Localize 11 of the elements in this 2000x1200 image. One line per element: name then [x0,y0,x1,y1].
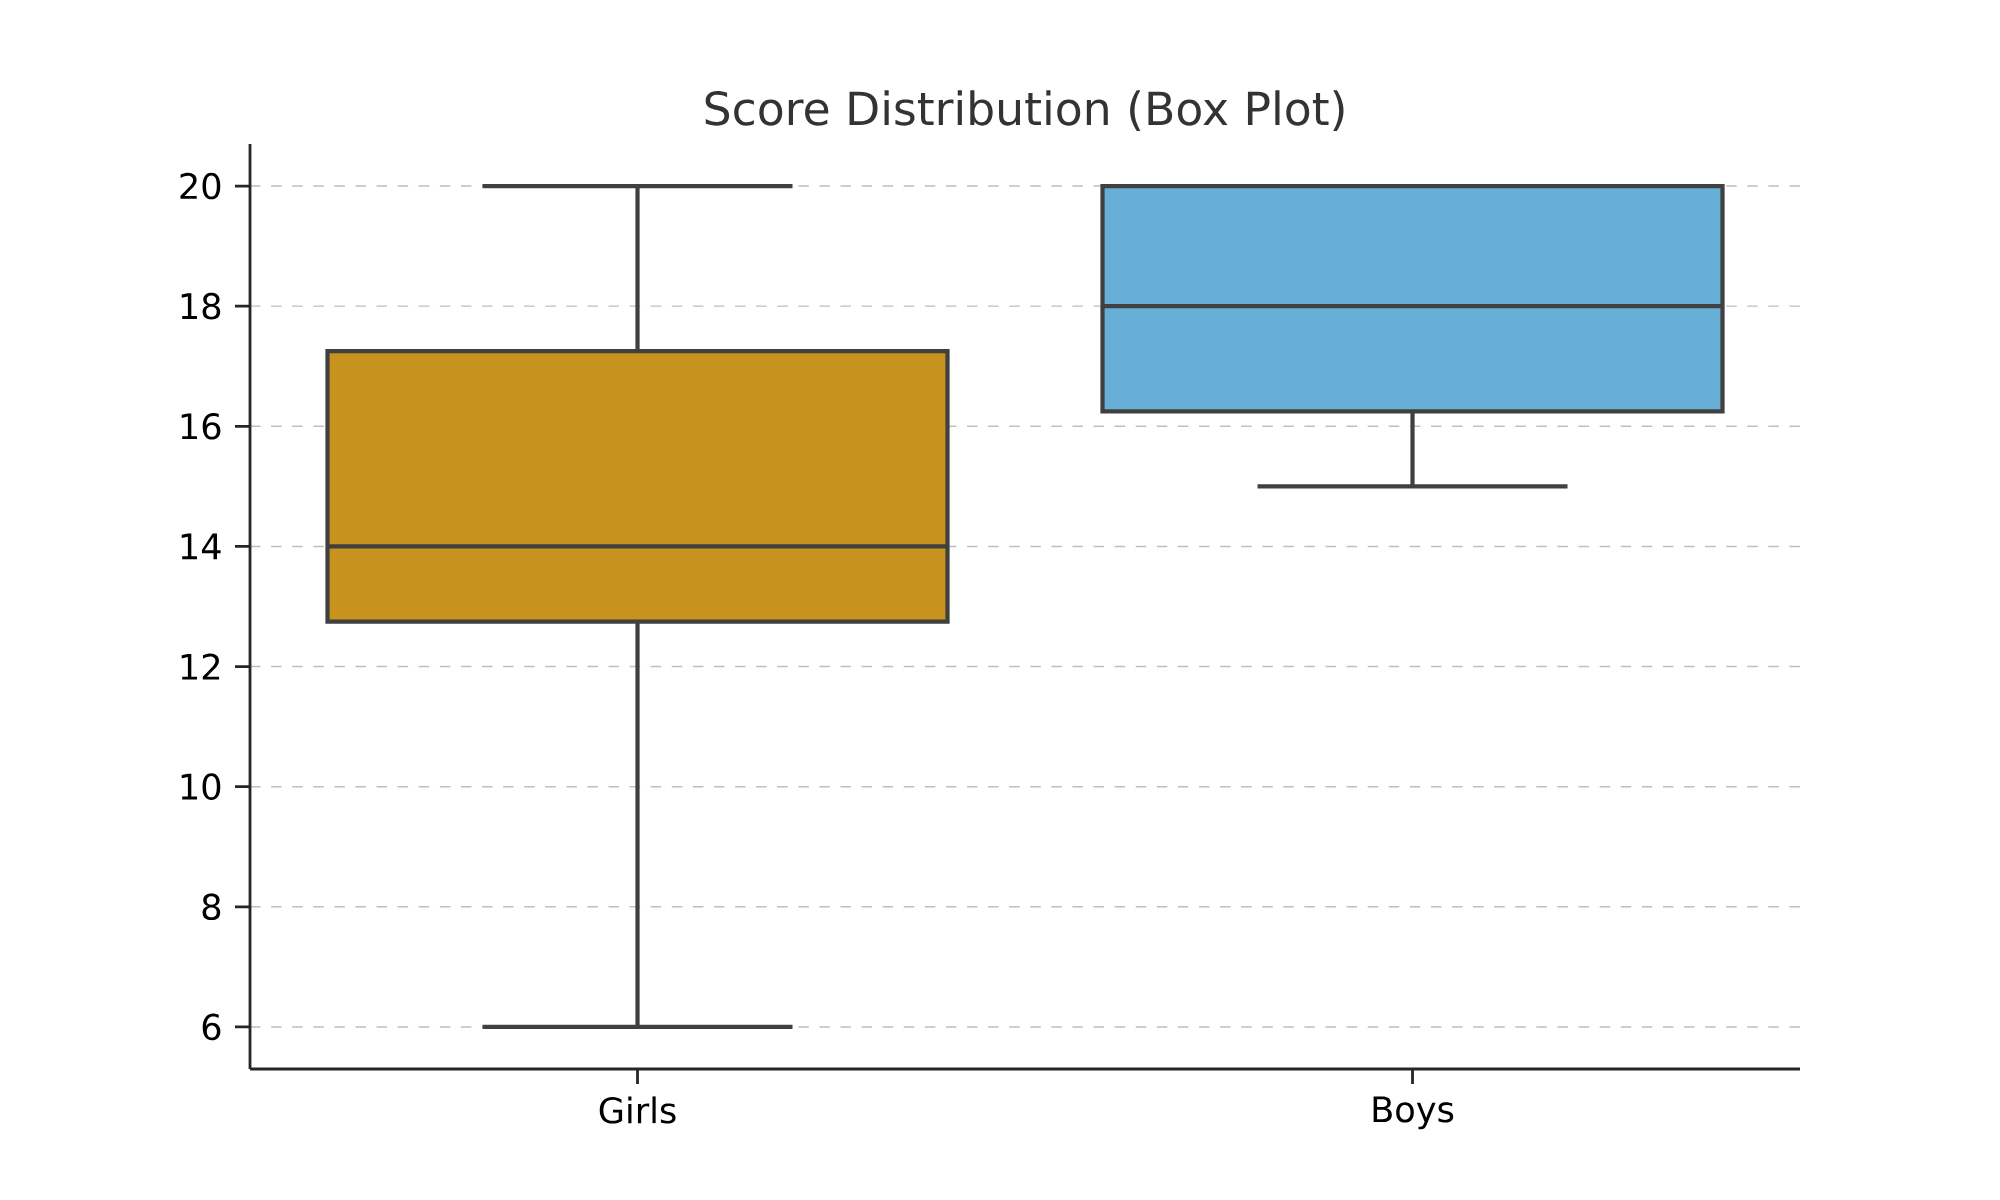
y-tick-label: 20 [180,172,221,200]
x-tick-label: Boys [1373,1096,1454,1130]
y-tick-label: 10 [181,773,221,800]
y-tick-label: 18 [181,292,221,320]
y-tick-label: 16 [181,412,221,440]
y-tick-label: 8 [202,893,221,921]
x-tick-label: Girls [599,1096,676,1124]
y-tick-label: 6 [202,1013,221,1041]
chart-title: Score Distribution (Box Plot) [705,90,1344,131]
y-tick-label: 14 [181,533,221,560]
y-tick-label: 12 [181,653,220,680]
